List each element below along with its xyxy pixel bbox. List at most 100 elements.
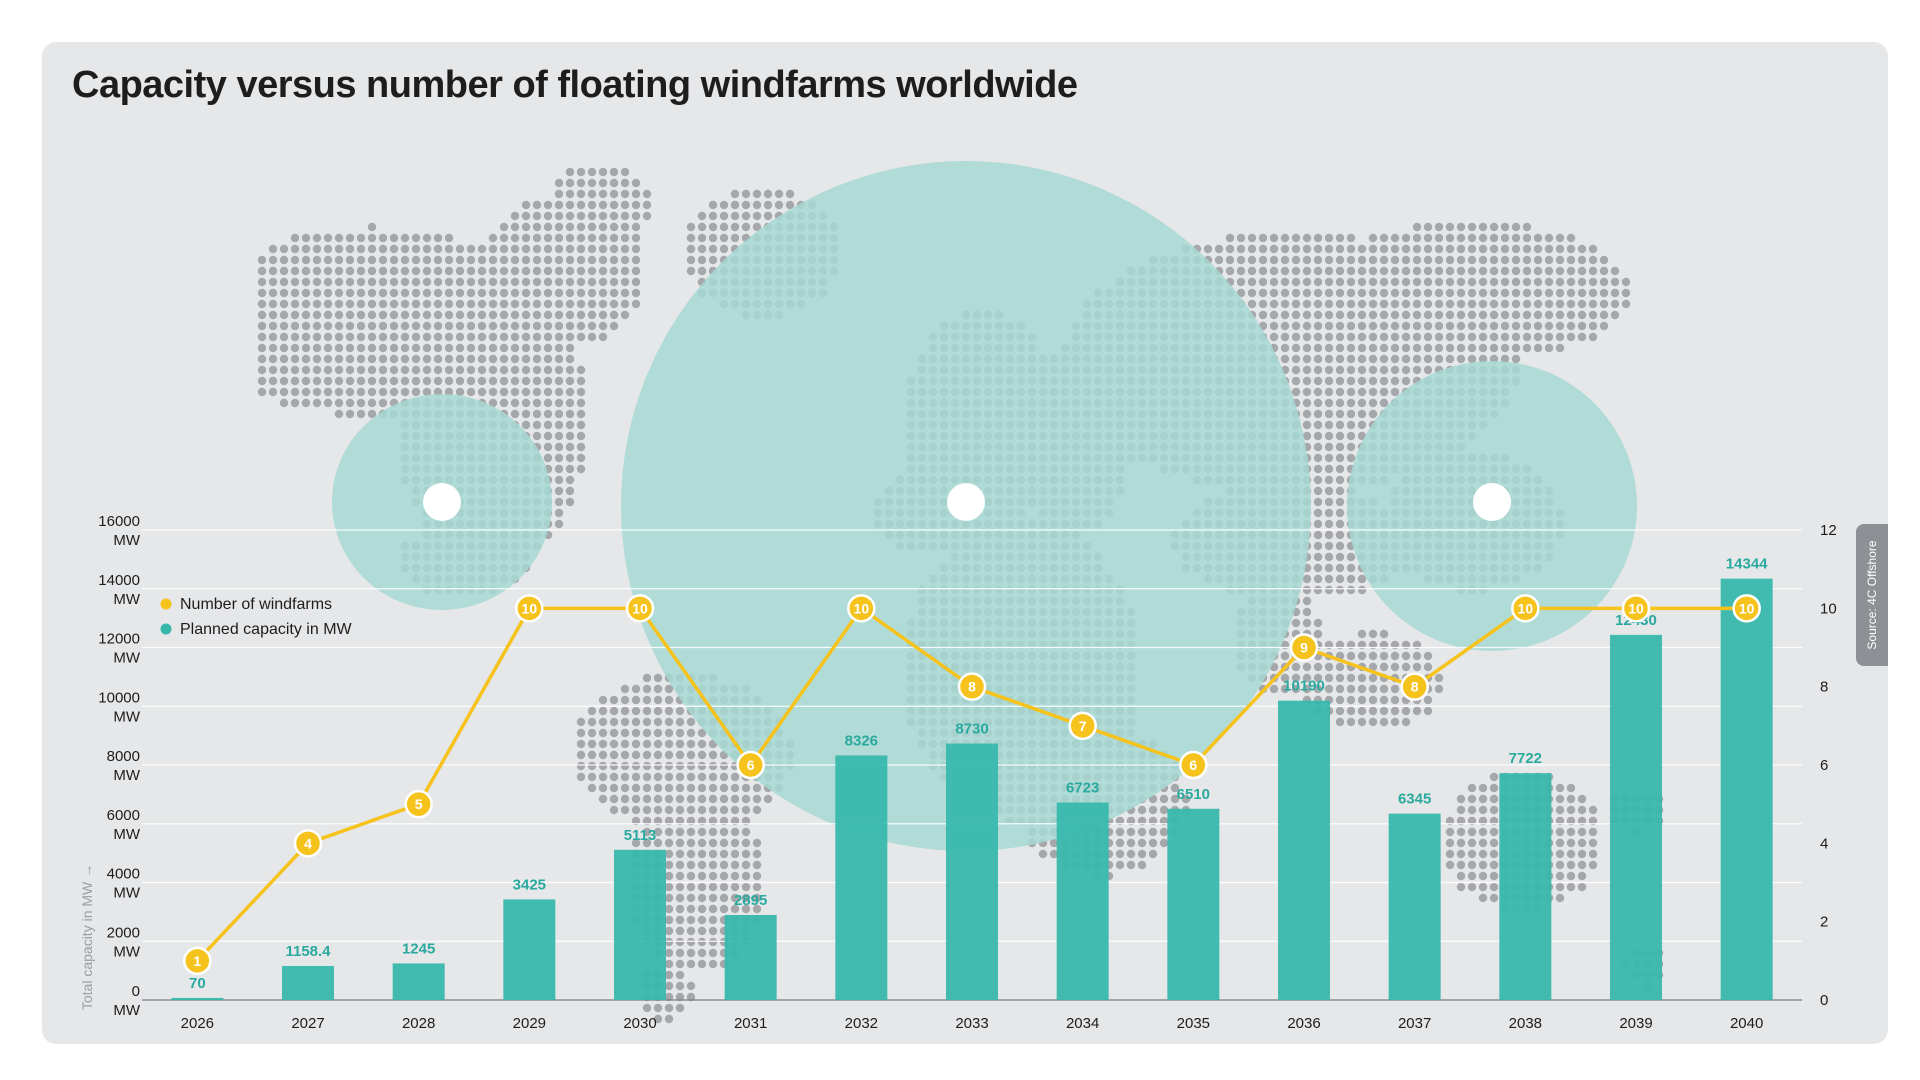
bar-label-2031: 2895 [734, 892, 767, 909]
windfarm-count-label-2039: 10 [1628, 600, 1644, 616]
bar-label-2029: 3425 [513, 876, 546, 893]
windfarm-point-2027: 4 [293, 829, 323, 858]
y2-tick-2: 2 [1820, 914, 1828, 931]
capacity-bars [171, 578, 1773, 1000]
bar-label-2036: 10190 [1283, 678, 1325, 695]
windfarm-point-2031: 6 [736, 750, 765, 780]
bar-2027 [282, 965, 334, 1000]
x-tick-2029: 2029 [513, 1015, 546, 1032]
windfarm-count-label-2036: 9 [1300, 640, 1308, 656]
bar-2039 [1610, 634, 1662, 1000]
y-tick-8000: 8000 MW [107, 748, 141, 784]
windfarm-count-line: 1 4 5 10 10 6 10 8 7 6 9 8 10 10 10 [183, 594, 1761, 976]
windfarm-point-2032: 10 [847, 594, 876, 623]
x-tick-2033: 2033 [955, 1015, 988, 1032]
windfarm-count-label-2034: 7 [1079, 718, 1087, 734]
bar-label-2038: 7722 [1509, 750, 1542, 767]
x-tick-2038: 2038 [1509, 1015, 1542, 1032]
legend: Number of windfarms Planned capacity in M… [160, 596, 353, 638]
bar-2034 [1056, 802, 1109, 1000]
svg-text:Planned capacity in MW: Planned capacity in MW [180, 621, 353, 638]
legend-item-1: Planned capacity in MW [160, 621, 353, 638]
windfarm-count-label-2040: 10 [1739, 600, 1755, 616]
region-bubbles [332, 161, 1637, 851]
windfarm-count-label-2030: 10 [632, 600, 648, 616]
y-axis-title: Total capacity in MW → [79, 864, 95, 1010]
x-tick-2032: 2032 [845, 1015, 878, 1032]
chart-card: Capacity versus number of floating windf… [42, 42, 1888, 1044]
bar-2031 [724, 914, 777, 1000]
windfarm-count-label-2031: 6 [747, 757, 755, 773]
bar-label-2034: 6723 [1066, 780, 1099, 797]
windfarm-point-2026: 1 [183, 946, 212, 976]
bar-label-2033: 8730 [955, 721, 988, 738]
windfarm-point-2037: 8 [1400, 672, 1429, 701]
bar-2040 [1720, 578, 1773, 1000]
bar-label-2026: 70 [189, 975, 206, 992]
windfarm-count-label-2038: 10 [1518, 600, 1534, 616]
windfarm-count-label-2033: 8 [968, 679, 976, 695]
windfarm-count-label-2028: 5 [415, 796, 423, 812]
bar-label-2035: 6510 [1177, 786, 1210, 803]
bar-2037 [1388, 813, 1441, 1000]
bar-2028 [392, 963, 445, 1000]
windfarm-point-2036: 9 [1289, 633, 1319, 662]
x-tick-2036: 2036 [1287, 1015, 1320, 1032]
source-tab: Source: 4C Offshore [1856, 524, 1888, 666]
y2-tick-8: 8 [1820, 679, 1828, 696]
bar-label-2027: 1158.4 [285, 943, 331, 960]
y-tick-4000: 4000 MW [107, 866, 141, 902]
source-note: Source: 4C Offshore [1865, 540, 1879, 650]
y-tick-2000: 2000 MW [107, 924, 141, 960]
y2-tick-10: 10 [1820, 600, 1837, 617]
y-tick-14000: 14000 MW [98, 572, 141, 608]
bar-label-2030: 5113 [624, 827, 657, 844]
y2-tick-4: 4 [1820, 835, 1828, 852]
x-tick-2031: 2031 [734, 1015, 767, 1032]
x-tick-2027: 2027 [291, 1015, 324, 1032]
x-tick-2030: 2030 [623, 1015, 656, 1032]
windfarm-point-2038: 10 [1511, 594, 1540, 623]
bar-2033 [946, 743, 998, 1000]
y2-tick-0: 0 [1820, 992, 1828, 1009]
windfarm-count-label-2026: 1 [193, 953, 201, 969]
bar-label-2028: 1245 [402, 940, 435, 957]
windfarm-count-label-2027: 4 [304, 835, 312, 851]
bar-2029 [503, 899, 556, 1000]
windfarm-point-2030: 10 [625, 594, 655, 623]
y-tick-6000: 6000 MW [107, 807, 141, 843]
y-tick-16000: 16000 MW [98, 513, 141, 549]
windfarm-count-label-2032: 10 [854, 600, 870, 616]
windfarm-point-2028: 5 [404, 789, 433, 819]
windfarm-count-label-2037: 8 [1411, 679, 1419, 695]
y-tick-10000: 10000 MW [98, 689, 141, 725]
bar-2036 [1278, 700, 1330, 1000]
bar-2026 [171, 997, 224, 1000]
bar-label-2037: 6345 [1398, 791, 1431, 808]
windfarm-point-2039: 10 [1621, 594, 1651, 623]
axes: 2026 2027 2028 2029 2030 2031 2032 2033 2034 2035… [79, 513, 1837, 1032]
bar-2030 [614, 849, 666, 1000]
y-tick-0: 0 MW [113, 983, 140, 1019]
bar-2035 [1167, 808, 1220, 1000]
windfarm-point-2040: 10 [1732, 594, 1761, 623]
x-tick-2037: 2037 [1398, 1015, 1431, 1032]
x-tick-2035: 2035 [1177, 1015, 1210, 1032]
windfarm-point-2033: 8 [957, 672, 987, 701]
bar-label-2032: 8326 [845, 732, 878, 749]
bar-label-2040: 14344 [1726, 556, 1768, 573]
bar-2038 [1499, 773, 1552, 1000]
windfarm-count-label-2029: 10 [522, 600, 538, 616]
bar-2032 [835, 755, 888, 1000]
y-tick-12000: 12000 MW [98, 631, 141, 667]
windfarm-point-2029: 10 [515, 594, 544, 623]
svg-text:Number of windfarms: Number of windfarms [180, 596, 332, 613]
x-tick-2026: 2026 [181, 1015, 214, 1032]
x-tick-2040: 2040 [1730, 1015, 1763, 1032]
windfarm-point-2034: 7 [1068, 711, 1097, 741]
x-tick-2039: 2039 [1619, 1015, 1652, 1032]
windfarm-point-2035: 6 [1179, 750, 1208, 780]
y2-tick-6: 6 [1820, 757, 1828, 774]
x-tick-2028: 2028 [402, 1015, 435, 1032]
